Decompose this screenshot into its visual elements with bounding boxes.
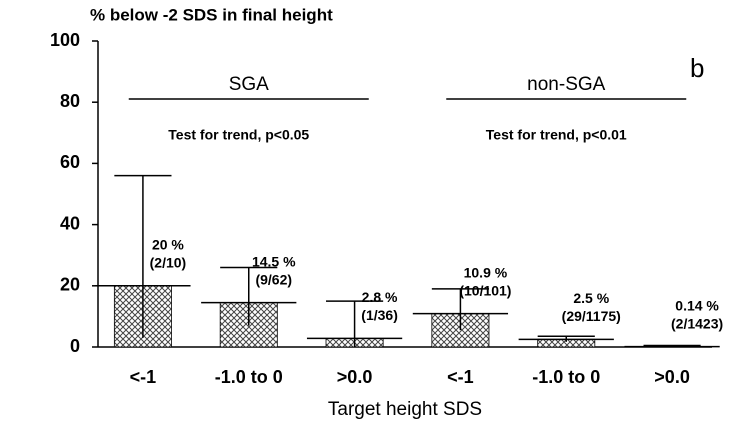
value-label: 2.5 %: [573, 290, 609, 306]
value-label: 0.14 %: [675, 297, 719, 313]
group-note: Test for trend, p<0.05: [168, 127, 309, 143]
x-axis-label: Target height SDS: [328, 399, 482, 420]
value-label: 14.5 %: [252, 253, 296, 269]
fraction-label: (9/62): [255, 271, 292, 287]
group-label: SGA: [229, 74, 269, 95]
x-tick-label: <-1: [447, 367, 474, 387]
x-tick-label: >0.0: [654, 367, 690, 387]
chart-title: % below -2 SDS in final height: [90, 5, 333, 24]
y-tick-label: 60: [60, 152, 80, 172]
y-tick-label: 20: [60, 275, 80, 295]
y-tick-label: 100: [50, 30, 80, 50]
fraction-label: (2/10): [150, 255, 187, 271]
panel-label: b: [690, 53, 704, 83]
value-label: 20 %: [152, 237, 184, 253]
y-tick-label: 0: [70, 336, 80, 356]
value-label: 10.9 %: [464, 264, 508, 280]
x-tick-label: >0.0: [337, 367, 373, 387]
fraction-label: (10/101): [459, 282, 511, 298]
y-tick-label: 40: [60, 213, 80, 233]
x-tick-label: -1.0 to 0: [215, 367, 283, 387]
fraction-label: (1/36): [361, 307, 398, 323]
x-tick-label: <-1: [130, 367, 157, 387]
y-tick-label: 80: [60, 91, 80, 111]
value-label: 2.8 %: [362, 289, 398, 305]
fraction-label: (2/1423): [671, 315, 723, 331]
group-label: non-SGA: [527, 74, 605, 95]
x-tick-label: -1.0 to 0: [532, 367, 600, 387]
fraction-label: (29/1175): [562, 308, 621, 324]
group-note: Test for trend, p<0.01: [486, 127, 627, 143]
